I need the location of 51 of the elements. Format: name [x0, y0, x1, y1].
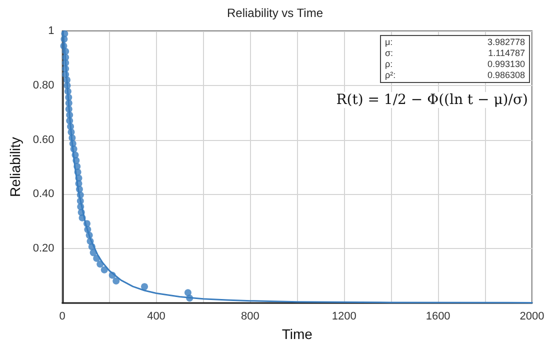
y-axis-title: Reliability — [7, 137, 23, 197]
point — [64, 88, 72, 95]
x-tick-label: 1200 — [332, 310, 356, 322]
point — [108, 272, 116, 279]
point — [78, 214, 86, 222]
y-tick-label: 0.80 — [32, 79, 54, 92]
x-tick-label: 1600 — [426, 310, 450, 322]
point — [184, 289, 192, 296]
statistics-box: μ: 3.982778 σ: 1.114787 ρ: 0.993130 ρ²: 0.986308 — [380, 35, 530, 83]
point — [96, 260, 104, 268]
y-tick-label: 0.40 — [32, 188, 54, 200]
point — [100, 266, 108, 274]
point — [112, 277, 120, 284]
y-tick-label: 0.60 — [32, 134, 54, 146]
point — [66, 112, 74, 119]
point — [68, 128, 75, 136]
point — [60, 36, 68, 43]
point — [186, 294, 194, 302]
point — [86, 232, 93, 239]
point — [74, 168, 82, 176]
y-tick-label: 1 — [48, 25, 54, 37]
point — [70, 146, 78, 153]
point — [76, 192, 84, 199]
point — [62, 48, 70, 55]
point — [90, 249, 97, 256]
point — [88, 243, 96, 250]
point — [64, 82, 71, 90]
point — [72, 156, 80, 164]
point — [84, 226, 92, 234]
y-tick-label: 0.20 — [32, 242, 54, 255]
point — [74, 162, 81, 170]
chart-title: Reliability vs Time — [226, 6, 324, 20]
point — [65, 100, 72, 107]
point — [65, 106, 72, 113]
x-tick-label: 0 — [59, 310, 66, 322]
point — [60, 42, 68, 50]
point — [75, 180, 82, 188]
x-tick-label: 800 — [241, 310, 260, 322]
point — [67, 122, 74, 130]
point — [77, 203, 84, 210]
point — [64, 76, 71, 84]
x-axis-title: Time — [282, 326, 313, 342]
point — [68, 134, 76, 142]
point — [62, 59, 70, 66]
point — [141, 283, 148, 290]
annotation: R(t) = 1/2 − Φ((ln t − μ)/σ) — [336, 92, 528, 108]
x-tick-label: 400 — [147, 310, 166, 322]
x-tick-label: 2000 — [520, 310, 544, 322]
point — [93, 254, 100, 262]
point — [83, 220, 90, 228]
point — [76, 198, 84, 204]
